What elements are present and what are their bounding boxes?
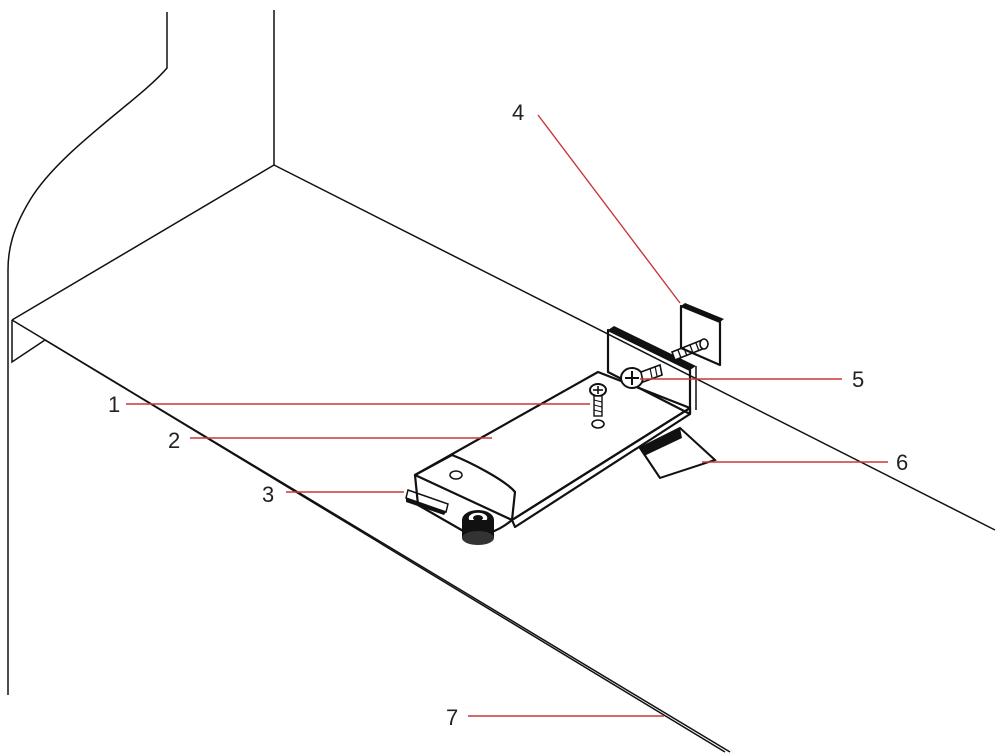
leader-lines [126,114,888,717]
shelf-front-lip [11,320,46,364]
plate-screw [589,383,607,429]
side-panel-curve [7,12,168,695]
leader-4 [537,114,681,304]
bracket-tab-hole [449,470,463,480]
callout-4: 4 [512,100,524,125]
callout-3: 3 [262,482,274,507]
cabinet-structure [7,10,996,753]
callout-labels: 1 2 3 4 5 6 7 [108,100,908,730]
upright-screw [620,363,663,389]
callout-1: 1 [108,392,120,417]
back-right-edge [273,164,996,531]
callout-2: 2 [168,428,180,453]
callout-6: 6 [896,450,908,475]
callout-5: 5 [852,367,864,392]
wall-anchor-plate-edge [681,303,724,322]
back-left-edge [11,164,275,321]
wall-anchor-plate [679,304,722,367]
shelf-front-edge-bottom [44,339,726,753]
locking-key-shadow [406,498,446,515]
hinged-clip [638,426,717,480]
bracket-assembly [405,303,724,545]
callout-7: 7 [446,705,458,730]
adjusting-foot [462,510,494,545]
wall-bolt [670,338,709,362]
